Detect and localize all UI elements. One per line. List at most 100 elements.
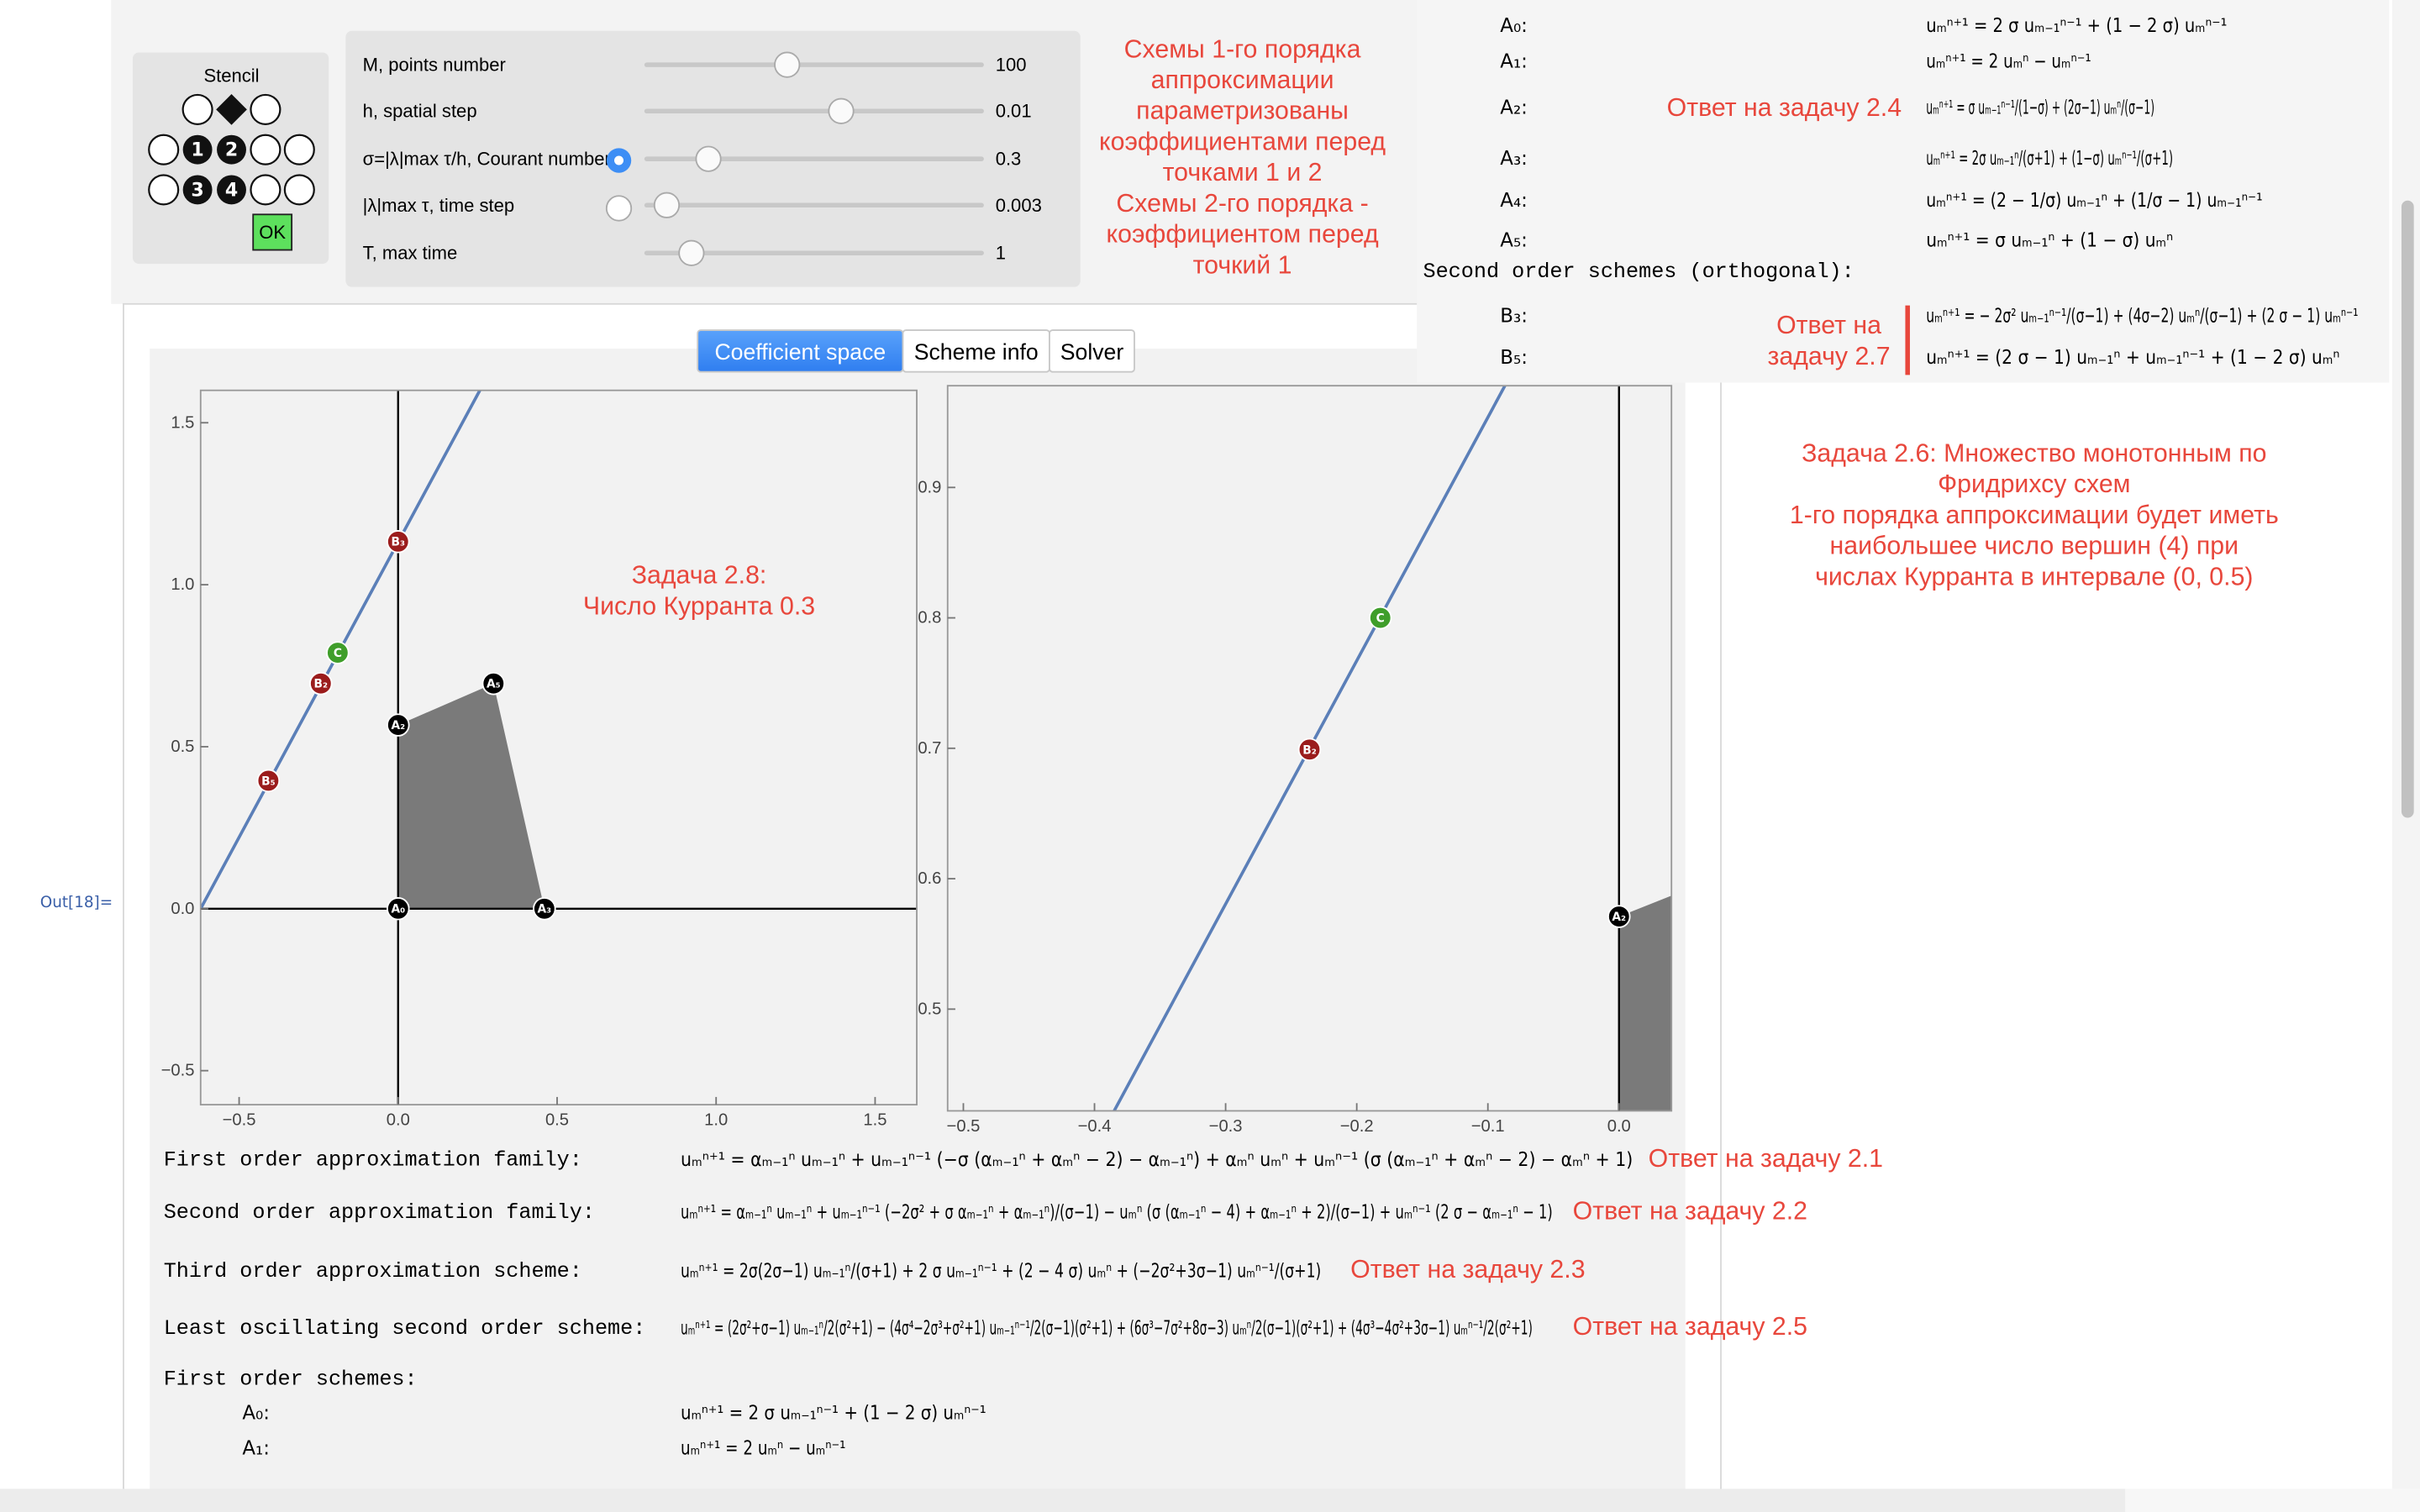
y-tick-label: 0.8 xyxy=(918,609,941,627)
annotation: точкий 1 xyxy=(1193,251,1292,279)
heading: First order schemes: xyxy=(164,1368,418,1392)
scheme-name: A₂: xyxy=(1500,97,1528,119)
point-label: B₃ xyxy=(392,536,406,549)
result-label: First order approximation family: xyxy=(164,1148,582,1173)
radio-dot xyxy=(614,155,624,165)
x-tick-label: −0.1 xyxy=(1471,1117,1505,1136)
slider-knob[interactable] xyxy=(774,51,801,78)
point xyxy=(309,671,333,696)
tab[interactable] xyxy=(1049,329,1135,373)
point-label: B₅ xyxy=(261,774,276,788)
control-label: T, max time xyxy=(363,243,458,264)
control-label: |λ|max τ, time step xyxy=(363,195,515,216)
answer: Ответ на задачу 2.1 xyxy=(1649,1145,1883,1173)
scheme-formula: uₘⁿ⁺¹ = 2σ uₘ₋₁ⁿ/(σ+1) + (1−σ) uₘⁿ⁻¹/(σ+… xyxy=(1926,148,2173,170)
point xyxy=(387,530,410,554)
point-label: A₀ xyxy=(391,903,405,916)
stencil-center xyxy=(216,94,247,125)
point-label: A₂ xyxy=(391,719,405,732)
tab-bar: Coefficient space Scheme info Solver xyxy=(697,329,1135,373)
answer: Ответ на задачу 2.2 xyxy=(1573,1197,1807,1225)
ok-button[interactable] xyxy=(252,213,293,251)
x-tick-label: −0.3 xyxy=(1209,1117,1243,1136)
result-label: Second order approximation family: xyxy=(164,1200,595,1225)
point-label: A₃ xyxy=(538,903,552,916)
annotation: наибольшее число вершин (4) при xyxy=(1830,533,2239,560)
point xyxy=(326,641,350,664)
slider-knob[interactable] xyxy=(678,239,705,266)
stencil-point xyxy=(148,174,180,206)
point-label: A₅ xyxy=(487,678,501,691)
scheme-formula: uₘⁿ⁺¹ = σ uₘ₋₁ⁿ + (1 − σ) uₘⁿ xyxy=(1926,230,2173,252)
x-tick-label: 0.0 xyxy=(1607,1117,1631,1136)
stencil-point xyxy=(148,134,180,165)
control-label: σ=|λ|max τ/h, Courant number xyxy=(363,149,611,170)
slider-knob[interactable] xyxy=(828,97,855,124)
heading: Second order schemes (orthogonal): xyxy=(1423,260,1854,284)
result-formula: uₘⁿ⁺¹ = 2σ(2σ−1) uₘ₋₁ⁿ/(σ+1) + 2 σ uₘ₋₁ⁿ… xyxy=(681,1260,1321,1282)
x-tick-label: 0.5 xyxy=(545,1110,569,1129)
stencil-point xyxy=(283,174,315,206)
slider-knob[interactable] xyxy=(695,145,722,172)
x-tick-label: −0.5 xyxy=(947,1117,981,1136)
point-label: C xyxy=(1376,612,1385,625)
y-tick-label: −0.5 xyxy=(161,1062,195,1080)
y-tick-label: 0.9 xyxy=(918,478,941,496)
point xyxy=(256,769,281,793)
x-tick-label: −0.4 xyxy=(1078,1117,1112,1136)
point xyxy=(1368,606,1392,630)
annotation: коэффициентами перед xyxy=(1099,128,1386,155)
annotation: параметризованы xyxy=(1136,97,1349,125)
point xyxy=(481,671,506,696)
control-value: 0.003 xyxy=(996,195,1042,216)
point xyxy=(387,713,410,737)
plot-frame xyxy=(199,389,918,1106)
annotation: Фридрихсу схем xyxy=(1938,470,2130,498)
stencil-point xyxy=(250,93,281,125)
answer: Ответ на задачу 2.3 xyxy=(1350,1256,1585,1284)
stencil-node xyxy=(182,134,213,165)
x-tick-label: 0.0 xyxy=(387,1110,410,1129)
annotation: Задача 2.8: xyxy=(632,562,767,590)
point-label: B₂ xyxy=(314,678,329,691)
scheme-formula: uₘⁿ⁺¹ = (2 − 1/σ) uₘ₋₁ⁿ + (1/σ − 1) uₘ₋₁… xyxy=(1926,190,2262,212)
control-value: 1 xyxy=(996,243,1006,264)
stencil-title: Stencil xyxy=(203,66,259,87)
radio[interactable] xyxy=(605,195,633,222)
tab-label[interactable]: Coefficient space xyxy=(714,339,886,365)
slider-knob[interactable] xyxy=(653,192,681,218)
stencil-point xyxy=(283,134,315,165)
scheme-name: B₃: xyxy=(1500,306,1528,328)
x-tick-label: −0.2 xyxy=(1340,1117,1374,1136)
annotation: Схемы 1-го порядка xyxy=(1124,35,1361,63)
scheme-name: A₃: xyxy=(1500,148,1528,170)
y-tick-label: 1.5 xyxy=(171,413,194,432)
x-tick-label: 1.5 xyxy=(863,1110,886,1129)
control-value: 0.01 xyxy=(996,101,1032,122)
output-label: Out[18]= xyxy=(40,894,113,911)
point xyxy=(1607,905,1631,928)
answer: Ответ на задачу 2.5 xyxy=(1573,1313,1807,1341)
stencil-node xyxy=(182,175,213,205)
answer: задачу 2.7 xyxy=(1767,343,1890,370)
h-scrollbar-end xyxy=(2125,1488,2420,1512)
scroll-thumb[interactable] xyxy=(2401,200,2414,818)
scheme-name: A₁: xyxy=(1500,50,1528,72)
stencil-node-label: 4 xyxy=(225,180,238,201)
answer: Ответ на xyxy=(1776,312,1881,339)
y-tick-label: 0.5 xyxy=(171,738,194,756)
tab-label[interactable]: Solver xyxy=(1060,339,1124,365)
point xyxy=(533,896,556,921)
scheme-name: A₁: xyxy=(242,1438,270,1460)
tab-label[interactable]: Scheme info xyxy=(914,339,1039,365)
h-scrollbar[interactable] xyxy=(0,1488,2420,1512)
y-tick-label: 0.5 xyxy=(918,1000,941,1018)
point-label: C xyxy=(334,647,342,660)
overlay-panel xyxy=(1417,0,2390,383)
control-label: M, points number xyxy=(363,55,506,76)
annotation: аппроксимации xyxy=(1151,66,1334,94)
scheme-formula: uₘⁿ⁺¹ = 2 σ uₘ₋₁ⁿ⁻¹ + (1 − 2 σ) uₘⁿ⁻¹ xyxy=(681,1402,986,1424)
ok-label[interactable]: OK xyxy=(259,222,286,243)
